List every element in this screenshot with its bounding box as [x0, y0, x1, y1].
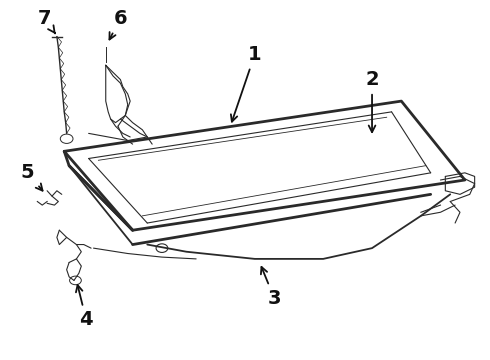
Text: 3: 3 — [261, 267, 281, 308]
Text: 5: 5 — [21, 163, 43, 191]
Text: 2: 2 — [365, 70, 379, 132]
Text: 6: 6 — [109, 9, 127, 40]
Text: 4: 4 — [76, 285, 93, 329]
Text: 7: 7 — [38, 9, 55, 33]
Text: 1: 1 — [231, 45, 262, 122]
